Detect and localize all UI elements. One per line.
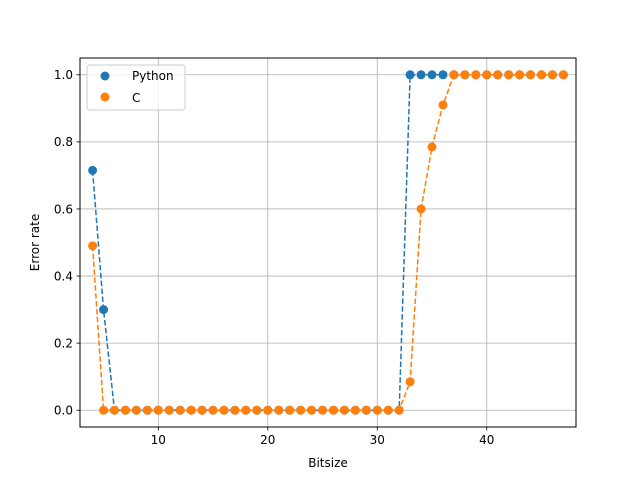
x-tick-label: 20: [260, 433, 275, 447]
data-point-c: [427, 142, 437, 152]
y-axis-label: Error rate: [28, 214, 42, 271]
y-tick-label: 0.8: [54, 135, 73, 149]
data-point-python: [427, 70, 437, 80]
data-point-c: [460, 70, 470, 80]
data-point-c: [449, 70, 459, 80]
legend-label-c: C: [132, 91, 140, 105]
data-point-c: [471, 70, 481, 80]
plot-series: [88, 70, 568, 415]
data-point-c: [416, 204, 426, 214]
data-point-c: [504, 70, 514, 80]
data-point-c: [99, 405, 109, 415]
data-point-c: [515, 70, 525, 80]
data-point-c: [350, 405, 360, 415]
data-point-c: [361, 405, 371, 415]
data-point-c: [88, 241, 98, 251]
x-tick-label: 10: [151, 433, 166, 447]
y-tick-label: 0.6: [54, 202, 73, 216]
data-point-c: [307, 405, 317, 415]
data-point-python: [416, 70, 426, 80]
data-point-c: [296, 405, 306, 415]
data-point-c: [208, 405, 218, 415]
y-tick-label: 0.0: [54, 404, 73, 418]
data-point-c: [252, 405, 262, 415]
data-point-c: [175, 405, 185, 415]
data-point-c: [241, 405, 251, 415]
data-point-c: [547, 70, 557, 80]
data-point-c: [109, 405, 119, 415]
y-tick-label: 0.2: [54, 336, 73, 350]
legend-label-python: Python: [132, 69, 174, 83]
data-point-c: [263, 405, 273, 415]
data-point-c: [383, 405, 393, 415]
data-point-c: [372, 405, 382, 415]
data-point-python: [88, 165, 98, 175]
data-point-c: [142, 405, 152, 415]
data-point-c: [197, 405, 207, 415]
data-point-c: [131, 405, 141, 415]
ticks: 10 20 30 40 0.0 0.2 0.4 0.6 0.8 1.0: [54, 68, 494, 447]
data-point-c: [482, 70, 492, 80]
y-tick-label: 1.0: [54, 68, 73, 82]
data-point-python: [405, 70, 415, 80]
data-point-c: [394, 405, 404, 415]
data-point-c: [405, 377, 415, 387]
axes-frame: [79, 57, 577, 428]
data-point-c: [230, 405, 240, 415]
data-point-c: [493, 70, 503, 80]
data-point-c: [186, 405, 196, 415]
data-point-c: [285, 405, 295, 415]
data-point-c: [339, 405, 349, 415]
data-point-python: [99, 305, 109, 315]
data-point-c: [164, 405, 174, 415]
legend-marker-python: [100, 71, 110, 81]
legend-marker-c: [100, 92, 110, 102]
legend-box: [86, 64, 186, 111]
data-point-c: [153, 405, 163, 415]
x-tick-label: 40: [479, 433, 494, 447]
data-point-c: [438, 100, 448, 110]
data-point-c: [526, 70, 536, 80]
data-point-c: [274, 405, 284, 415]
legend: Python C: [86, 64, 186, 111]
x-axis-label: Bitsize: [308, 456, 348, 470]
data-point-python: [438, 70, 448, 80]
data-point-c: [537, 70, 547, 80]
data-point-c: [318, 405, 328, 415]
data-point-c: [120, 405, 130, 415]
data-point-c: [328, 405, 338, 415]
data-point-c: [558, 70, 568, 80]
series-c: [88, 70, 568, 415]
y-tick-label: 0.4: [54, 269, 73, 283]
data-point-c: [219, 405, 229, 415]
x-tick-label: 30: [370, 433, 385, 447]
